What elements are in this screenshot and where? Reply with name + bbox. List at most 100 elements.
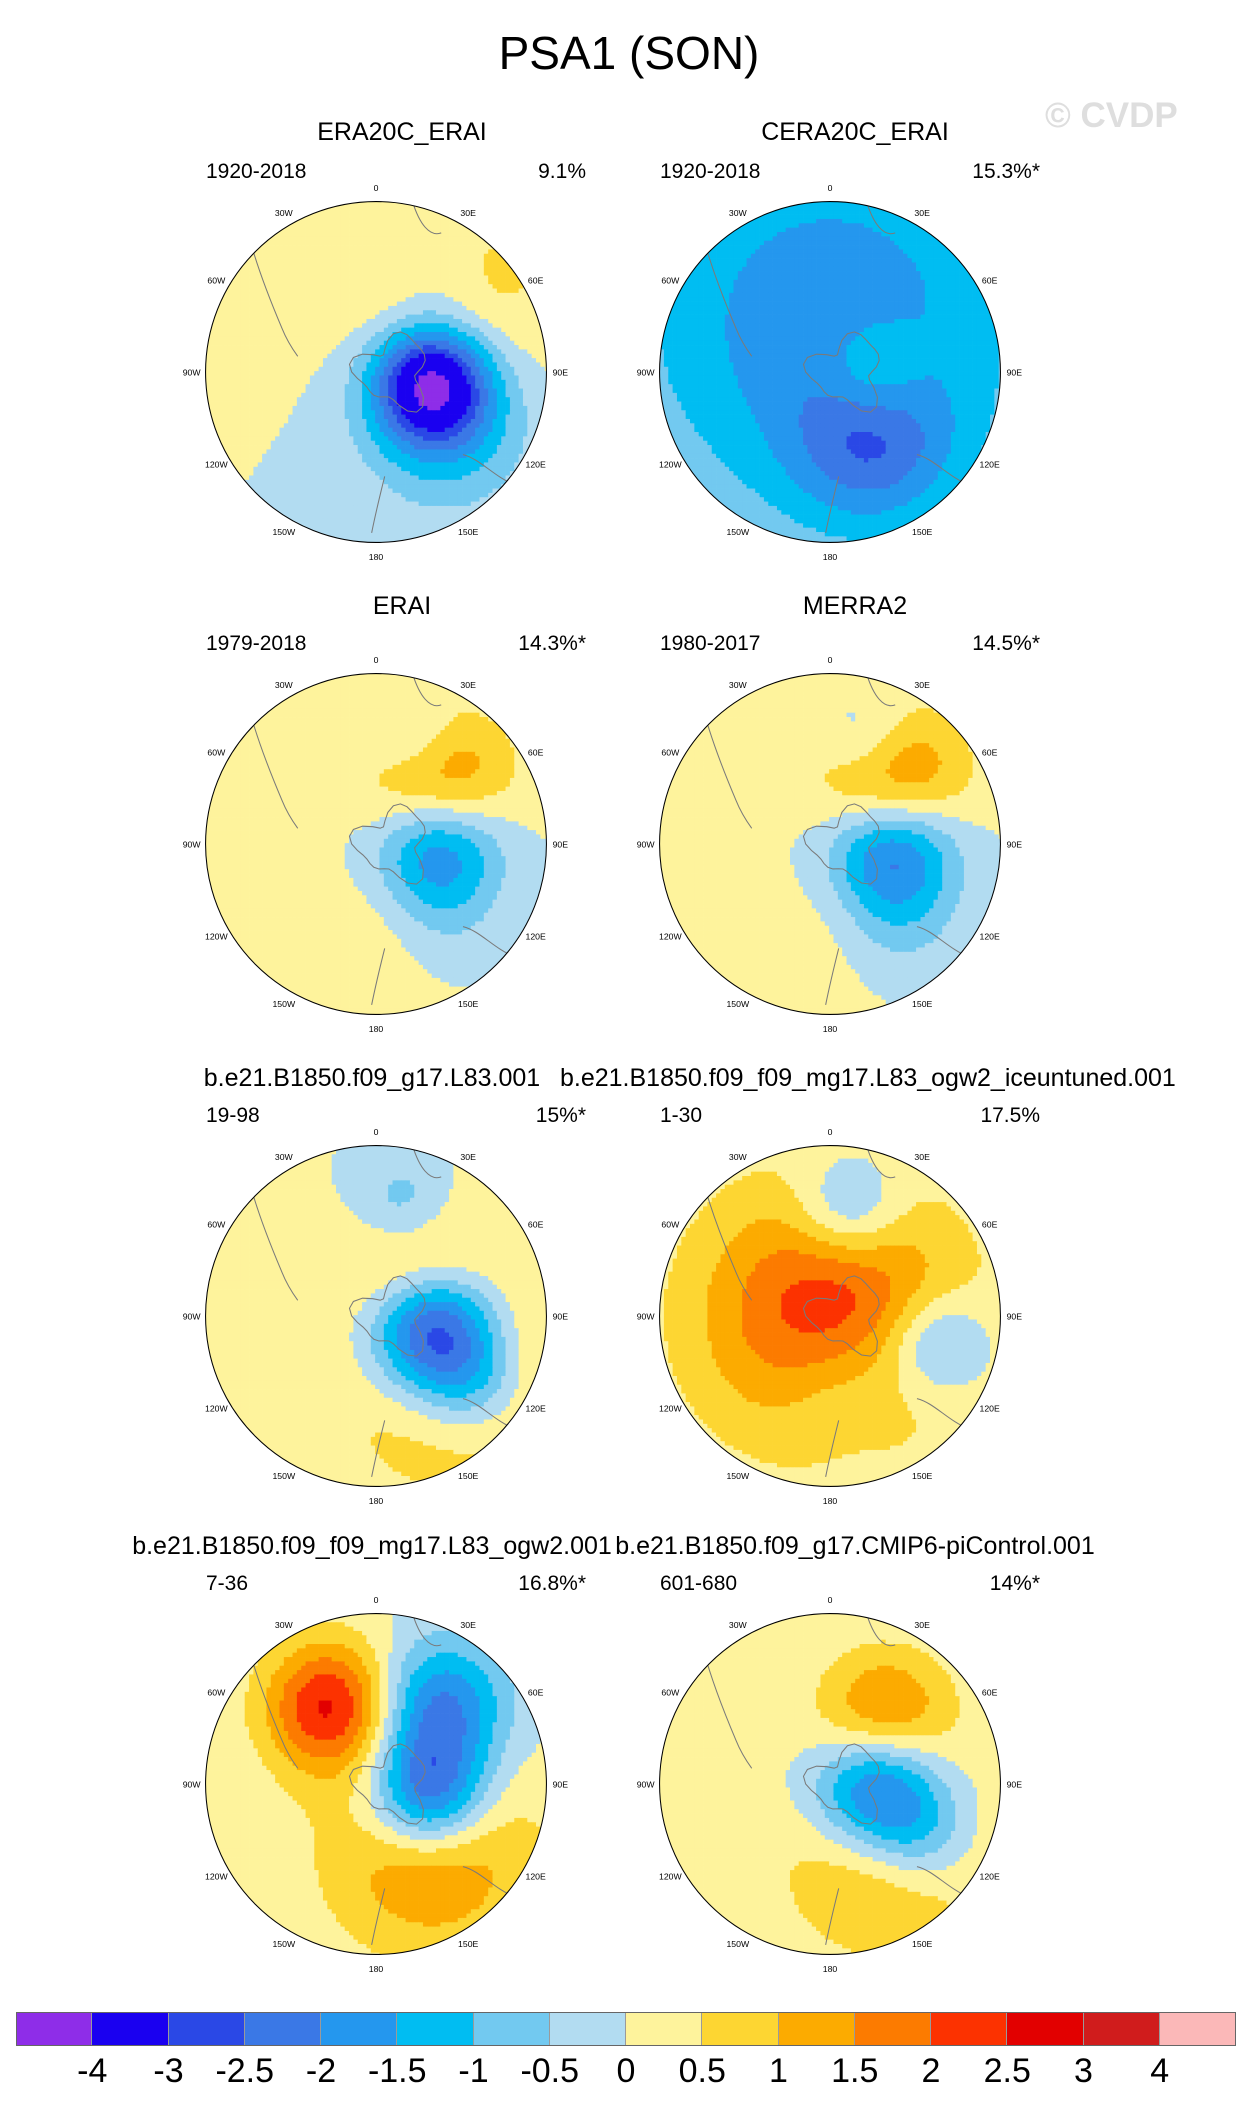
field-cell	[344, 514, 350, 520]
field-cell	[209, 366, 215, 372]
field-cell	[449, 340, 454, 346]
field-cell	[379, 505, 385, 511]
field-cell	[483, 466, 489, 472]
field-cell	[214, 418, 219, 424]
field-cell	[262, 236, 267, 242]
field-cell	[370, 440, 376, 446]
field-cell	[283, 284, 289, 289]
field-cell	[362, 349, 367, 355]
field-cell	[392, 510, 398, 515]
field-cell	[436, 314, 441, 320]
field-cell	[322, 218, 328, 224]
field-cell	[392, 223, 398, 228]
field-cell	[357, 418, 363, 424]
field-cell	[236, 349, 241, 355]
field-cell	[336, 371, 341, 376]
field-cell	[236, 353, 241, 359]
field-cell	[388, 314, 393, 320]
field-cell	[296, 423, 302, 428]
field-cell	[370, 466, 376, 472]
field-cell	[231, 318, 237, 324]
field-cell	[340, 327, 346, 333]
field-cell	[431, 305, 437, 311]
field-cell	[388, 410, 393, 415]
field-cell	[457, 227, 463, 233]
field-cell	[305, 253, 311, 259]
field-cell	[379, 214, 385, 220]
field-cell	[283, 471, 289, 476]
field-cell	[405, 427, 411, 433]
field-cell	[314, 462, 319, 468]
field-cell	[366, 484, 372, 489]
field-cell	[488, 279, 493, 285]
field-cell	[405, 214, 411, 220]
field-cell	[414, 214, 419, 220]
field-cell	[362, 488, 367, 494]
field-cell	[296, 236, 302, 242]
field-cell	[392, 462, 398, 468]
field-cell	[318, 284, 324, 289]
field-cell	[236, 466, 241, 472]
field-cell	[457, 423, 463, 428]
field-cell	[344, 218, 350, 224]
field-cell	[353, 510, 359, 515]
field-cell	[266, 366, 272, 372]
field-cell	[266, 245, 272, 250]
field-cell	[275, 279, 280, 285]
field-cell	[336, 418, 341, 424]
field-cell	[470, 497, 476, 502]
field-cell	[262, 379, 267, 385]
field-cell	[262, 275, 267, 281]
field-cell	[427, 223, 432, 228]
field-cell	[266, 449, 272, 455]
field-cell	[483, 453, 489, 459]
field-cell	[388, 527, 393, 533]
field-cell	[366, 514, 372, 520]
field-cell	[344, 505, 350, 511]
field-cell	[331, 310, 337, 315]
field-cell	[353, 523, 359, 528]
field-cell	[327, 432, 332, 437]
field-cell	[301, 218, 306, 224]
field-cell	[353, 484, 359, 489]
field-cell	[466, 379, 472, 385]
field-cell	[222, 353, 228, 359]
field-cell	[422, 310, 428, 315]
field-cell	[457, 414, 463, 420]
field-cell	[253, 392, 259, 398]
field-cell	[453, 284, 459, 289]
field-cell	[309, 471, 315, 476]
field-cell	[349, 205, 354, 211]
field-cell	[296, 253, 302, 259]
field-cell	[257, 453, 263, 459]
field-cell	[362, 340, 367, 346]
field-cell	[483, 253, 489, 259]
field-cell	[353, 366, 359, 372]
field-cell	[314, 471, 319, 476]
field-cell	[353, 258, 359, 263]
field-cell	[331, 427, 337, 433]
field-cell	[366, 436, 372, 442]
field-cell	[305, 488, 311, 494]
field-cell	[505, 458, 511, 463]
field-cell	[240, 471, 246, 476]
field-cell	[327, 258, 332, 263]
field-cell	[427, 214, 432, 220]
field-cell	[205, 327, 211, 333]
field-cell	[405, 366, 411, 372]
field-cell	[292, 297, 298, 302]
field-cell	[514, 388, 519, 394]
field-cell	[444, 232, 450, 237]
field-cell	[470, 388, 476, 394]
field-cell	[362, 379, 367, 385]
field-cell	[231, 310, 237, 315]
field-cell	[449, 301, 454, 307]
field-cell	[296, 362, 302, 368]
field-cell	[409, 375, 415, 381]
field-cell	[322, 353, 328, 359]
field-cell	[292, 301, 298, 307]
field-cell	[244, 475, 250, 481]
field-cell	[392, 297, 398, 302]
field-cell	[366, 458, 372, 463]
field-cell	[509, 423, 515, 428]
